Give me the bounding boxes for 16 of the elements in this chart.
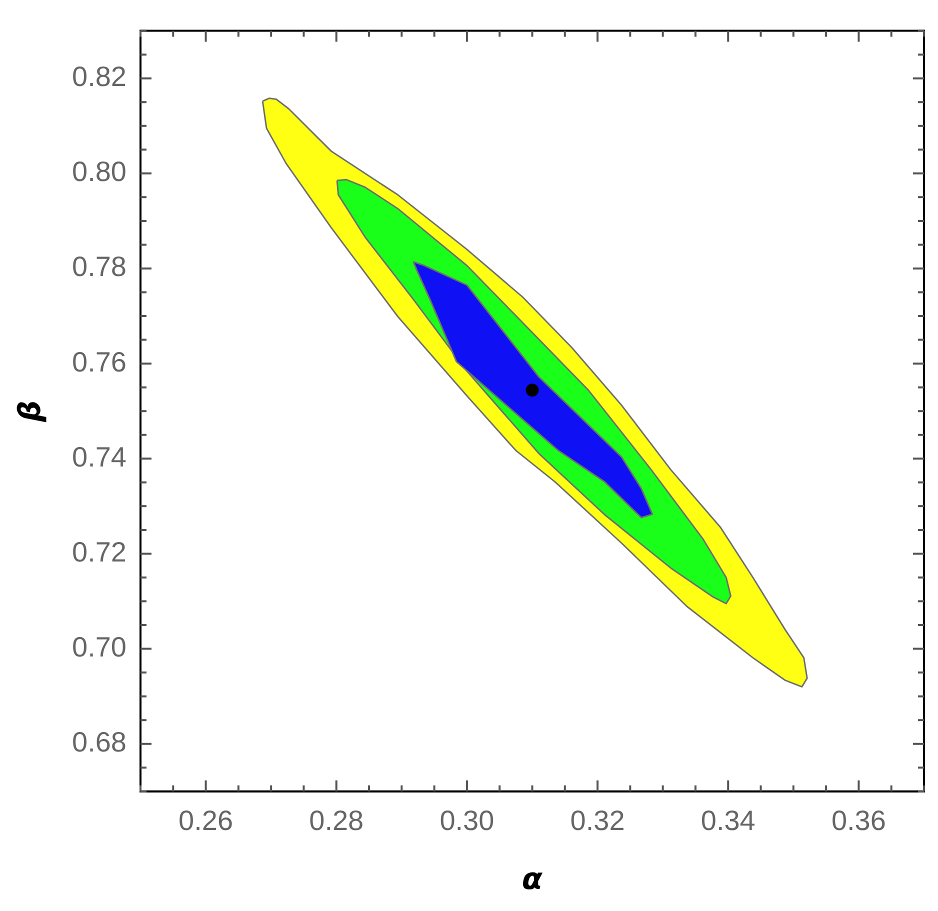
- y-tick-label: 0.74: [72, 441, 126, 472]
- y-tick-label: 0.76: [72, 346, 126, 378]
- y-tick-label: 0.78: [72, 251, 126, 282]
- y-tick-label: 0.68: [72, 726, 126, 758]
- x-tick-label: 0.28: [309, 804, 364, 836]
- y-axis-title: β: [12, 400, 48, 423]
- x-axis-title: α: [522, 862, 543, 897]
- x-tick-label: 0.32: [570, 804, 625, 836]
- x-tick-label: 0.36: [831, 804, 886, 836]
- y-tick-label: 0.72: [72, 536, 126, 568]
- x-tick-label: 0.26: [178, 804, 234, 836]
- y-tick-label: 0.82: [72, 61, 126, 92]
- y-tick-label: 0.80: [72, 156, 126, 188]
- x-tick-label: 0.34: [700, 804, 756, 836]
- x-tick-label: 0.30: [440, 804, 494, 836]
- y-tick-label: 0.70: [72, 632, 126, 663]
